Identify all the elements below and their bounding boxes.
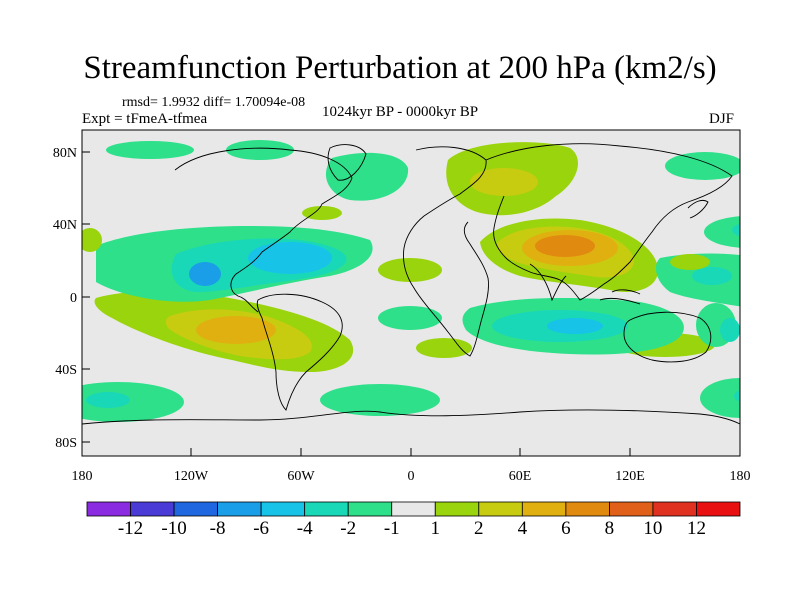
plot-title: Streamfunction Perturbation at 200 hPa (… — [83, 50, 717, 86]
coastline-japan — [687, 199, 709, 219]
coastlines — [82, 143, 740, 425]
colorbar-label: -12 — [118, 518, 143, 539]
colorbar-label: -10 — [161, 518, 186, 539]
contour-westpac-ridge — [82, 228, 102, 252]
lon-label: 120E — [615, 469, 645, 484]
contour-npacific-trough — [325, 152, 409, 201]
period-subtitle: 1024kyr BP - 0000kyr BP — [322, 104, 479, 120]
colorbar-swatch — [86, 501, 131, 517]
coastline-antarctica — [82, 409, 740, 425]
contour-field — [82, 130, 740, 456]
colorbar-swatch — [130, 501, 175, 517]
contour-south-atlantic-ridge — [416, 338, 472, 358]
contour-southern-ocean-trough-w-core — [86, 392, 130, 408]
lon-labels: 180 120W 60W 0 60E 120E 180 — [72, 469, 751, 484]
season-subtitle: DJF — [709, 111, 735, 127]
colorbar-label: -1 — [384, 518, 400, 539]
colorbar-swatch — [696, 501, 741, 517]
colorbar-swatch — [304, 501, 349, 517]
colorbar-swatch — [217, 501, 262, 517]
colorbar-label: 10 — [643, 518, 662, 539]
colorbar-label: 1 — [431, 518, 441, 539]
contour-eurasia-trough — [665, 152, 740, 180]
lat-label: 40N — [53, 218, 77, 233]
lon-label: 180 — [72, 469, 93, 484]
contour-atlantic-trough-core — [189, 262, 221, 286]
contour-north-atlantic-ridge — [302, 206, 342, 220]
colorbar-label: -2 — [340, 518, 356, 539]
contour-npacific-east-core — [732, 223, 740, 237]
colorbar-swatch — [652, 501, 697, 517]
colorbar-swatch — [565, 501, 610, 517]
colorbar-label: 2 — [474, 518, 484, 539]
axis-ticks — [81, 151, 741, 456]
coastline-india — [529, 263, 567, 302]
contour-europe-ridge-inner — [470, 168, 538, 196]
colorbar-swatch — [347, 501, 393, 517]
coastline-europe-africa — [403, 146, 489, 357]
lon-label: 60W — [287, 469, 315, 484]
contour-tropac-east-core — [692, 267, 732, 285]
colorbar-label: 12 — [687, 518, 706, 539]
contour-indian-trough-core — [547, 318, 603, 334]
colorbar-swatch — [391, 501, 436, 517]
lat-label: 80N — [53, 146, 77, 161]
contour-southern-ocean-trough-c — [320, 384, 440, 416]
coastline-indonesia — [599, 289, 641, 305]
coastline-australia — [623, 311, 712, 363]
contour-east-pacific-trough-core — [720, 318, 740, 342]
colorbar-label: -6 — [253, 518, 269, 539]
contour-southern-ocean-trough-e — [700, 378, 740, 418]
lon-label: 120W — [174, 469, 209, 484]
colorbar-swatch — [260, 501, 306, 517]
experiment-subtitle: Expt = tFmeA-tfmea — [82, 111, 208, 127]
coastline-south-america — [256, 293, 343, 411]
colorbar-swatch — [173, 501, 218, 517]
lon-label: 60E — [509, 469, 532, 484]
contour-npacific-east-trough — [704, 216, 740, 248]
contour-southern-ocean-trough-s — [378, 306, 442, 330]
colorbar-label: -4 — [297, 518, 313, 539]
lat-label: 40S — [55, 363, 77, 378]
lon-label: 180 — [730, 469, 751, 484]
contour-spacific-ridge-core — [196, 316, 276, 344]
contour-asia-high-core — [535, 235, 595, 257]
colorbar-swatch — [434, 501, 480, 517]
lat-labels: 80N 40N 0 40S 80S — [53, 146, 77, 451]
contour-westpac-trough — [106, 141, 194, 159]
colorbar-swatch — [521, 501, 567, 517]
colorbar-label: 4 — [518, 518, 528, 539]
contour-atlantic-trough-inner — [248, 242, 332, 274]
colorbar-label: 6 — [561, 518, 571, 539]
coastline-greenland — [327, 144, 367, 181]
colorbar: -12 -10 -8 -6 -4 -2 -1 1 2 4 6 8 10 12 — [86, 501, 741, 539]
coastline-north-america — [174, 147, 353, 313]
colorbar-label: 8 — [605, 518, 615, 539]
contour-southern-ocean-trough-e-core — [734, 390, 740, 402]
lon-label: 0 — [408, 469, 415, 484]
stats-subtitle: rmsd= 1.9932 diff= 1.70094e-08 — [122, 95, 306, 110]
contour-africa-ridge — [378, 258, 442, 282]
coastline-asia — [485, 143, 733, 301]
lat-label: 80S — [55, 436, 77, 451]
colorbar-swatch — [478, 501, 523, 517]
lat-label: 0 — [70, 291, 77, 306]
colorbar-swatch — [609, 501, 654, 517]
colorbar-label: -8 — [210, 518, 226, 539]
contour-subtrop-atlantic-ridge — [670, 254, 710, 270]
contour-arctic-trough — [226, 140, 294, 160]
